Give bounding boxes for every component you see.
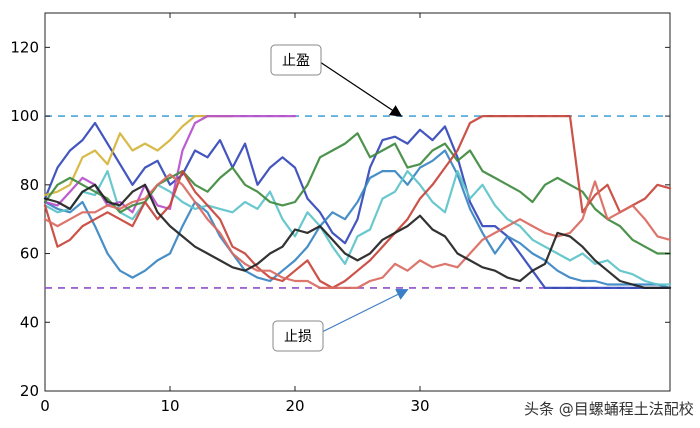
series-line-0 bbox=[43, 121, 672, 289]
x-tick-label-0: 0 bbox=[40, 397, 50, 415]
y-tick-label-60: 60 bbox=[20, 245, 39, 263]
annotation-box-0 bbox=[270, 44, 322, 76]
axis-ticks: 0 10 20 30 20 40 60 80 100 120 bbox=[10, 13, 670, 415]
y-tick-label-100: 100 bbox=[10, 107, 39, 125]
series-line-1 bbox=[43, 149, 672, 289]
y-tick-label-80: 80 bbox=[20, 176, 39, 194]
y-tick-label-20: 20 bbox=[20, 382, 39, 400]
annotation-arrow-1 bbox=[321, 289, 409, 333]
x-tick-label-10: 10 bbox=[160, 397, 179, 415]
annotation-box-1 bbox=[272, 320, 324, 352]
series-line-8 bbox=[43, 183, 672, 289]
annotation-label-0: 止盈 bbox=[282, 53, 310, 69]
watermark-text: 头条 @目螺蛹程土法配校 bbox=[524, 400, 694, 418]
series-line-4 bbox=[43, 114, 297, 214]
series-line-6 bbox=[43, 114, 672, 289]
y-tick-label-120: 120 bbox=[10, 38, 39, 56]
annotation-label-1: 止损 bbox=[284, 329, 312, 345]
series-lines bbox=[43, 114, 672, 289]
annotation-arrow-0 bbox=[319, 61, 403, 117]
series-line-3 bbox=[43, 114, 234, 197]
x-tick-label-20: 20 bbox=[285, 397, 304, 415]
y-tick-label-40: 40 bbox=[20, 313, 39, 331]
x-tick-label-30: 30 bbox=[410, 397, 429, 415]
